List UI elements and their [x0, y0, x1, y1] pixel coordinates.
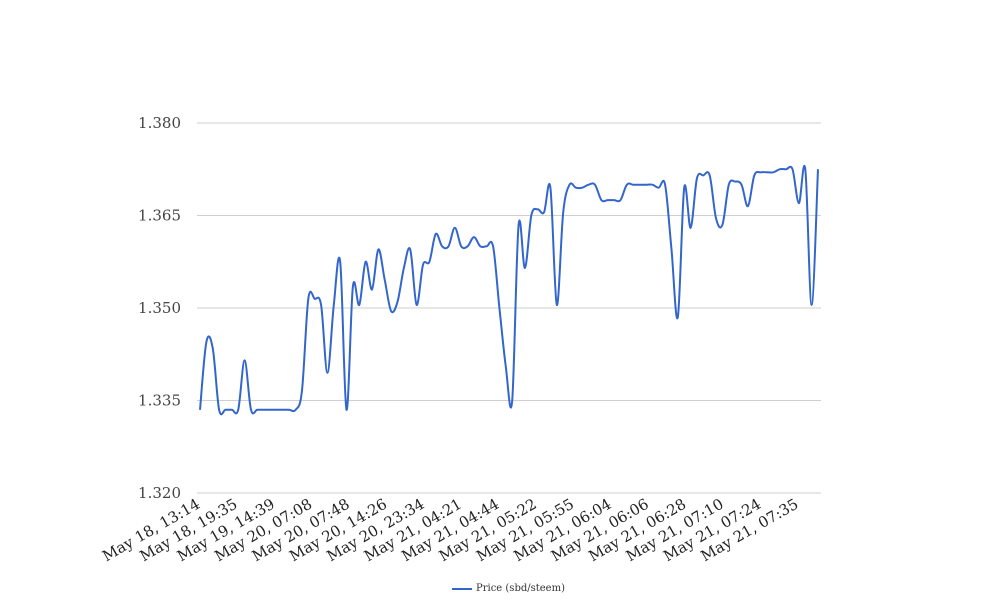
series-layer: [199, 164, 819, 416]
y-tick-label: 1.350: [138, 299, 181, 317]
grid-lines: [197, 122, 821, 494]
legend-swatch: [452, 587, 472, 590]
y-tick-label: 1.335: [138, 392, 181, 410]
series-line: [199, 164, 819, 416]
legend: Price (sbd/steem): [452, 583, 565, 594]
legend-label: Price (sbd/steem): [476, 583, 565, 594]
y-tick-label: 1.320: [138, 484, 181, 502]
y-tick-label: 1.365: [138, 207, 181, 225]
y-axis-tick-labels: 1.320 1.335 1.350 1.365 1.380: [138, 114, 181, 502]
y-tick-label: 1.380: [138, 114, 181, 132]
